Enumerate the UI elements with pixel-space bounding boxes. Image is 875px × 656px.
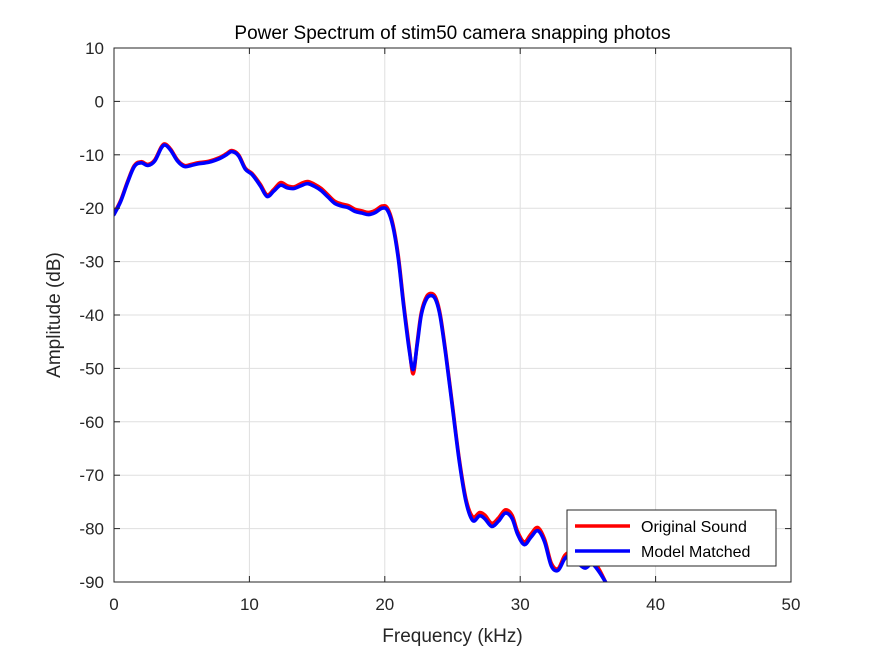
- chart-title: Power Spectrum of stim50 camera snapping…: [234, 23, 670, 44]
- legend-label-0: Original Sound: [641, 519, 747, 536]
- legend: Original Sound Model Matched: [567, 510, 776, 566]
- y-tick-label: -90: [79, 573, 104, 592]
- x-tick-label: 40: [646, 595, 665, 614]
- x-tick-label: 20: [375, 595, 394, 614]
- y-tick-label: -10: [79, 146, 104, 165]
- y-axis-label: Amplitude (dB): [44, 252, 65, 378]
- y-tick-label: -30: [79, 253, 104, 272]
- y-tick-label: -50: [79, 359, 104, 378]
- y-tick-label: -80: [79, 520, 104, 539]
- x-tick-label: 30: [511, 595, 530, 614]
- y-tick-label: -20: [79, 199, 104, 218]
- y-tick-label: 0: [95, 92, 104, 111]
- y-tick-label: 10: [85, 39, 104, 58]
- y-tick-label: -40: [79, 306, 104, 325]
- y-tick-label: -70: [79, 466, 104, 485]
- x-tick-label: 0: [109, 595, 118, 614]
- x-tick-label: 50: [782, 595, 801, 614]
- legend-label-1: Model Matched: [641, 544, 750, 561]
- x-axis-label: Frequency (kHz): [382, 626, 522, 647]
- y-tick-label: -60: [79, 413, 104, 432]
- x-tick-label: 10: [240, 595, 259, 614]
